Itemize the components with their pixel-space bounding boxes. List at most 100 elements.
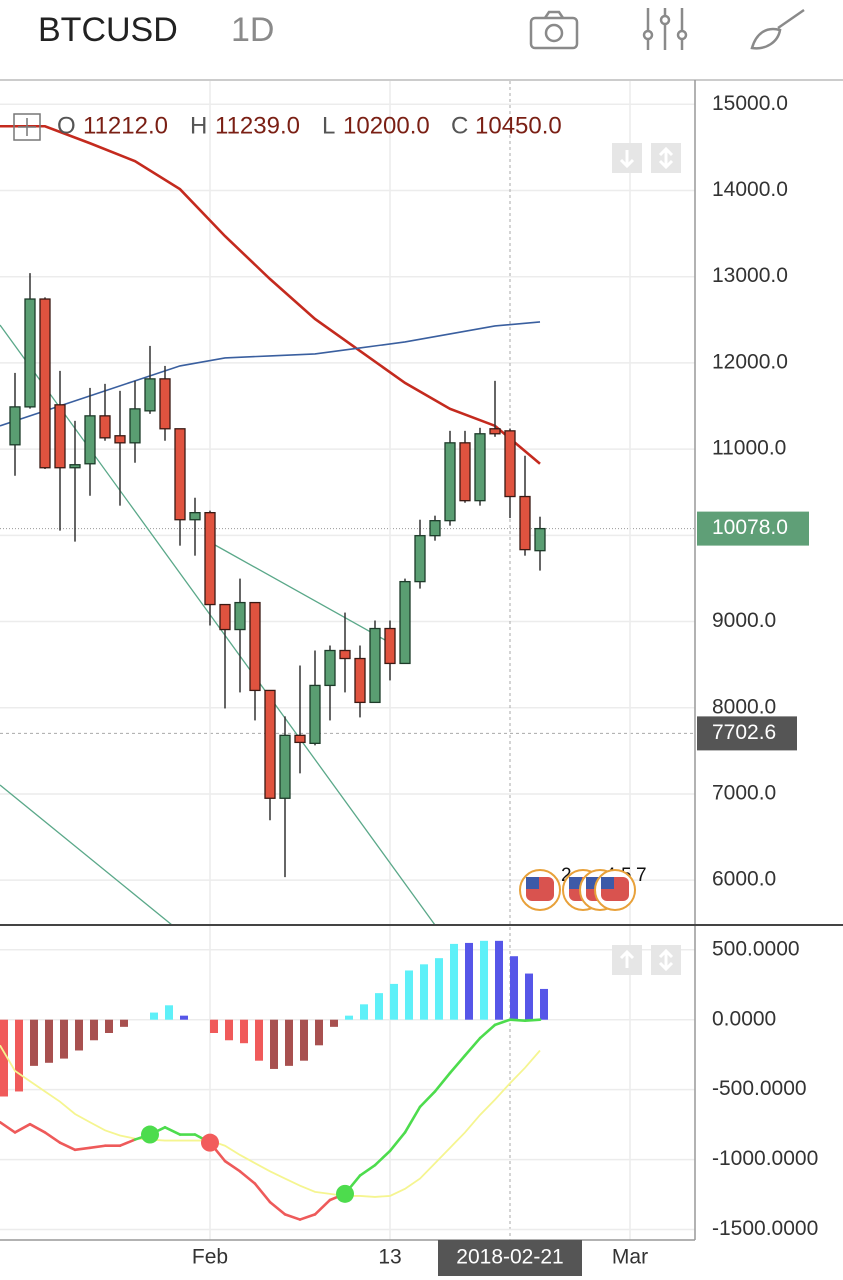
cross-marker — [141, 1125, 159, 1144]
histogram-bar — [345, 1015, 353, 1020]
candle-body — [504, 430, 516, 498]
histogram-bar — [75, 1019, 83, 1051]
cross-marker — [201, 1133, 219, 1152]
x-tick-label: Mar — [612, 1246, 648, 1269]
candle-body — [489, 428, 501, 435]
macd-line — [358, 1163, 377, 1177]
histogram-bar — [315, 1019, 323, 1046]
y-tick-label: 12000.0 — [712, 350, 788, 373]
trend-line — [214, 544, 386, 641]
ohlc-value: 11239.0 — [215, 112, 300, 139]
legend-icon[interactable] — [13, 113, 41, 141]
candle-body — [114, 435, 126, 444]
y-tick-label: 7000.0 — [712, 782, 776, 805]
candle-body — [354, 657, 366, 704]
crosshair-price: 7702.6 — [712, 721, 776, 744]
histogram-bar — [540, 988, 548, 1020]
macd-line — [88, 1144, 107, 1150]
y-tick-label: 6000.0 — [712, 868, 776, 891]
candle-body — [9, 406, 21, 446]
histogram-bar — [405, 970, 413, 1020]
y-tick-label: 500.0000 — [712, 937, 800, 960]
histogram-bar — [180, 1015, 188, 1020]
histogram-bar — [15, 1019, 23, 1092]
macd-line — [268, 1200, 287, 1216]
candle-body — [294, 734, 306, 744]
macd-line — [508, 1018, 527, 1022]
draw-icon[interactable] — [750, 8, 805, 50]
histogram-bar — [150, 1012, 158, 1020]
trend-line — [0, 324, 436, 925]
histogram-bar — [60, 1019, 68, 1059]
candle-body — [414, 535, 426, 583]
histogram-bar — [240, 1019, 248, 1044]
candle-body — [459, 442, 471, 502]
candle-body — [519, 495, 531, 551]
y-tick-label: 14000.0 — [712, 178, 788, 201]
candle-body — [204, 512, 216, 606]
candle-body — [189, 512, 201, 521]
macd-line — [403, 1105, 422, 1134]
candle-body — [24, 298, 36, 408]
scale-buttons[interactable] — [612, 143, 681, 975]
crosshair-date-box — [438, 1240, 582, 1276]
macd-line — [313, 1198, 332, 1216]
macd-line — [283, 1213, 302, 1221]
header: BTCUSD 1D — [0, 8, 843, 81]
y-tick-label: -500.0000 — [712, 1077, 807, 1100]
settings-icon[interactable] — [642, 8, 688, 50]
histogram-bar — [390, 983, 398, 1020]
macd-line — [418, 1090, 437, 1109]
histogram-bar — [285, 1019, 293, 1066]
camera-icon[interactable] — [529, 10, 579, 50]
histogram-bar — [105, 1019, 113, 1033]
candle-body — [279, 734, 291, 799]
flag-canton — [601, 877, 614, 889]
candle-body — [369, 627, 381, 704]
flag-canton — [569, 877, 582, 889]
crosshair-date: 2018-02-21 — [456, 1246, 563, 1269]
y-tick-label: 11000.0 — [712, 437, 786, 460]
y-tick-label: 15000.0 — [712, 92, 788, 115]
macd-line — [373, 1149, 392, 1167]
ohlc-key: H — [190, 112, 207, 139]
candle-body — [84, 415, 96, 465]
histogram-bar — [300, 1019, 308, 1061]
macd-line — [238, 1170, 257, 1185]
cross-marker — [336, 1184, 354, 1203]
histogram-bar — [30, 1019, 38, 1066]
crosshair-price-box — [697, 716, 797, 751]
candle-body — [384, 627, 396, 665]
x-tick-label: Feb — [192, 1246, 228, 1269]
event-count: 2 — [561, 865, 572, 886]
histogram-bar — [435, 958, 443, 1020]
candle-body — [219, 603, 231, 631]
y-tick-label: 0.0000 — [712, 1007, 776, 1030]
candle-body — [339, 649, 351, 660]
histogram-bar — [270, 1019, 278, 1069]
candle-body — [144, 378, 156, 412]
macd-line — [118, 1138, 137, 1148]
candle-body — [39, 298, 51, 469]
symbol[interactable]: BTCUSD — [38, 11, 178, 49]
histogram-bar — [330, 1019, 338, 1027]
flag-canton — [526, 877, 539, 889]
histogram-bar — [420, 964, 428, 1020]
macd-line — [58, 1141, 77, 1152]
macd-line — [73, 1146, 92, 1152]
event-flag[interactable]: 2 — [519, 865, 572, 911]
ohlc-value: 11212.0 — [83, 112, 168, 139]
candle-body — [534, 527, 546, 552]
candle-body — [249, 601, 261, 692]
macd-line — [388, 1131, 407, 1153]
event-flag[interactable]: 7 — [594, 865, 647, 911]
macd-line — [43, 1131, 62, 1144]
candle-body — [54, 404, 66, 469]
candle-body — [429, 520, 441, 537]
candle-body — [474, 433, 486, 502]
interval[interactable]: 1D — [231, 11, 274, 49]
histogram-bar — [510, 956, 518, 1020]
histogram-bar — [360, 1004, 368, 1020]
histogram-bar — [375, 993, 383, 1020]
